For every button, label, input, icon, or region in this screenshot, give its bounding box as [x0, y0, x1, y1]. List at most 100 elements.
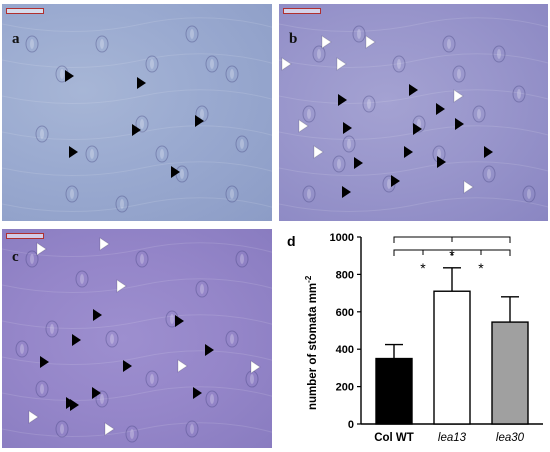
significance-bracket: * — [393, 236, 511, 263]
stomata-cell — [85, 145, 99, 163]
black-arrowhead — [137, 77, 146, 89]
white-arrowhead — [321, 35, 332, 49]
bar-lea30 — [491, 321, 529, 425]
stomata-cell — [362, 95, 376, 113]
panel-label-d: d — [287, 233, 296, 249]
stomata-cell — [492, 45, 506, 63]
bar-lea13 — [433, 290, 471, 425]
x-category-label: Col WT — [374, 432, 414, 444]
y-tick-label: 200 — [336, 382, 354, 394]
white-arrowhead — [298, 119, 309, 133]
micrograph-panel-c: c — [2, 229, 272, 448]
black-arrowhead — [409, 84, 418, 96]
y-tick-label: 600 — [336, 307, 354, 319]
stomata-cell — [205, 55, 219, 73]
panel-label-a: a — [12, 31, 20, 47]
black-arrowhead — [193, 387, 202, 399]
stomata-cell — [95, 390, 109, 408]
y-tick-label: 800 — [336, 269, 354, 281]
white-arrowhead — [463, 180, 474, 194]
stomata-cell — [442, 35, 456, 53]
micrograph-image-b — [279, 17, 548, 212]
stomata-cell — [482, 165, 496, 183]
white-arrowhead — [116, 279, 127, 293]
stomata-cell — [195, 280, 209, 298]
black-arrowhead — [69, 146, 78, 158]
black-arrowhead — [92, 387, 101, 399]
stomata-cell — [25, 250, 39, 268]
stomata-cell — [302, 105, 316, 123]
stomata-cell — [75, 270, 89, 288]
stomata-cell — [55, 420, 69, 438]
black-arrowhead — [72, 334, 81, 346]
stomata-cell — [105, 330, 119, 348]
black-arrowhead — [413, 123, 422, 135]
black-arrowhead — [338, 94, 347, 106]
black-arrowhead — [205, 344, 214, 356]
white-arrowhead — [336, 57, 347, 71]
black-arrowhead — [343, 122, 352, 134]
stomata-cell — [155, 145, 169, 163]
stomata-cell — [225, 330, 239, 348]
y-axis-title: number of stomata mm-2 — [304, 275, 319, 410]
stomata-cell — [302, 185, 316, 203]
micrograph-image-c — [2, 237, 272, 443]
black-arrowhead — [93, 309, 102, 321]
significance-star: * — [420, 260, 426, 276]
white-arrowhead — [177, 359, 188, 373]
stomata-cell — [392, 55, 406, 73]
y-tick-label: 400 — [336, 344, 354, 356]
stomata-cell — [145, 55, 159, 73]
panel-label-b: b — [289, 31, 298, 47]
black-arrowhead — [437, 156, 446, 168]
stomata-cell — [35, 125, 49, 143]
stomata-cell — [342, 135, 356, 153]
black-arrowhead — [484, 146, 493, 158]
x-category-label: lea30 — [496, 432, 525, 444]
stomata-cell — [205, 390, 219, 408]
x-category-label: lea13 — [438, 432, 467, 444]
white-arrowhead — [313, 145, 324, 159]
stomata-cell — [65, 185, 79, 203]
white-arrowhead — [99, 237, 110, 251]
significance-star: * — [449, 247, 455, 263]
stomata-cell — [35, 380, 49, 398]
stomata-cell — [175, 165, 189, 183]
stomata-cell — [95, 35, 109, 53]
stomata-cell — [352, 25, 366, 43]
stomata-cell — [522, 185, 536, 203]
stomata-cell — [125, 425, 139, 443]
black-arrowhead — [436, 103, 445, 115]
significance-bracket: * — [451, 249, 511, 276]
black-arrowhead — [175, 315, 184, 327]
black-arrowhead — [404, 146, 413, 158]
black-arrowhead — [354, 157, 363, 169]
white-arrowhead — [104, 422, 115, 436]
scale-bar — [6, 8, 44, 14]
panel-label-c: c — [12, 249, 19, 265]
white-arrowhead — [281, 57, 292, 71]
white-arrowhead — [453, 89, 464, 103]
chart-canvas: d number of stomata mm-2 0 200 400 600 800 10… — [287, 232, 543, 444]
black-arrowhead — [40, 356, 49, 368]
stomata-cell — [135, 250, 149, 268]
stomata-cell — [115, 195, 129, 213]
stomata-cell — [185, 420, 199, 438]
micrograph-panel-a: a — [2, 4, 272, 221]
black-arrowhead — [123, 360, 132, 372]
stomata-cell — [332, 155, 346, 173]
black-arrowhead — [132, 124, 141, 136]
stomata-cell — [245, 370, 259, 388]
stomata-cell — [452, 65, 466, 83]
stomata-cell — [45, 320, 59, 338]
micrograph-panel-b: b — [279, 4, 548, 221]
white-arrowhead — [28, 410, 39, 424]
black-arrowhead — [65, 70, 74, 82]
stomata-cell — [185, 25, 199, 43]
stomata-density-chart: d number of stomata mm-2 0 200 400 600 800 10… — [278, 224, 550, 452]
significance-bracket: * — [393, 249, 453, 276]
stomata-cell — [135, 115, 149, 133]
scale-bar — [6, 233, 44, 239]
stomata-cell — [472, 105, 486, 123]
stomata-cell — [235, 135, 249, 153]
